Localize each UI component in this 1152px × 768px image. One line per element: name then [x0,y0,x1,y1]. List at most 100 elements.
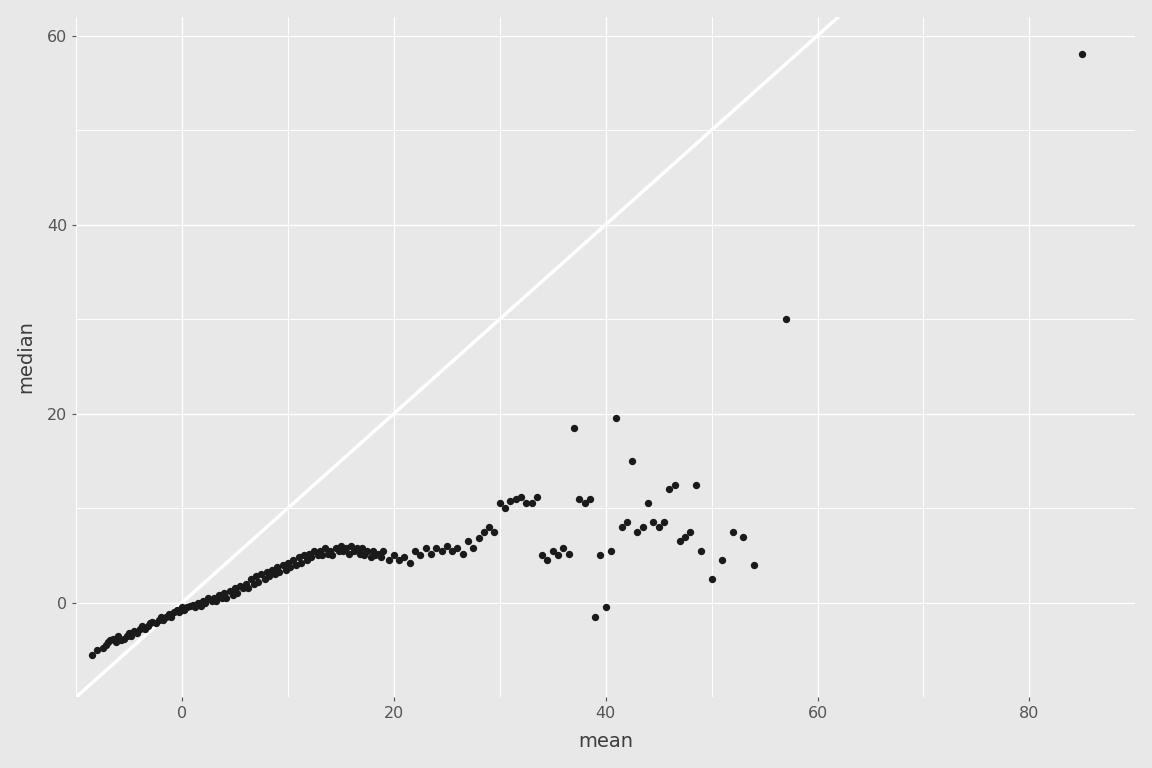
Point [362,551,380,564]
Point [295,549,313,561]
Point [581,492,599,505]
Point [179,601,197,614]
Point [464,541,483,554]
Point [220,585,238,598]
Point [249,576,267,588]
Point [271,566,289,578]
Point [247,570,265,582]
Point [316,541,334,554]
Point [374,545,393,557]
Point [226,582,244,594]
Point [107,636,126,648]
Point [745,559,764,571]
Point [263,564,281,576]
Point [203,594,221,607]
Point [438,540,456,552]
Point [723,525,742,538]
Point [232,580,250,592]
Point [136,623,154,635]
Point [469,532,487,545]
Point [213,592,232,604]
Point [291,557,310,569]
Point [623,455,642,467]
Point [422,548,440,560]
Point [416,541,434,554]
Point [181,599,199,611]
Point [379,554,397,566]
Point [639,498,658,510]
Point [297,554,316,566]
Point [491,498,509,510]
Point [334,545,353,557]
Point [169,606,188,618]
Point [210,589,228,601]
Point [192,599,211,611]
Point [613,521,631,533]
Point [311,545,329,557]
Point [401,557,419,569]
Point [372,551,391,564]
Point [287,559,305,571]
Point [475,525,493,538]
Point [139,621,158,633]
Point [329,545,348,557]
Point [365,549,384,561]
Point [348,541,366,554]
Point [152,611,170,623]
Point [258,566,276,578]
Point [162,611,181,623]
Point [266,568,285,581]
Point [143,615,161,627]
Point [480,521,499,533]
Point [575,498,593,510]
Point [189,597,207,609]
Point [146,617,165,630]
Point [564,422,583,434]
Point [591,549,609,561]
Point [196,597,214,609]
Point [160,608,179,621]
Point [126,625,144,637]
Point [259,570,278,582]
Point [607,412,626,425]
Point [141,617,159,630]
Point [495,502,514,515]
Point [692,545,711,557]
Point [242,573,260,585]
Point [454,548,472,560]
Point [256,573,274,585]
Point [289,551,308,564]
Point [88,644,106,656]
Point [560,548,578,560]
Point [100,634,119,647]
Point [238,582,257,594]
Point [411,549,430,561]
Point [167,604,185,617]
Point [319,548,338,560]
Point [273,559,291,571]
Point [321,545,340,557]
Point [109,630,128,642]
Point [670,535,689,548]
Point [332,540,350,552]
Point [389,554,408,566]
Point [544,545,562,557]
Point [218,592,236,604]
Point [776,313,795,326]
Point [215,587,234,599]
Point [183,598,202,611]
Point [522,498,540,510]
Point [199,592,218,604]
Point [703,573,721,585]
Point [130,623,149,635]
Point [300,548,318,560]
Point [324,549,342,561]
Point [236,578,255,590]
Point [153,614,172,626]
Point [501,495,520,507]
Point [312,549,331,561]
Point [205,592,223,604]
Point [350,548,369,560]
Point [713,554,732,566]
Point [734,531,752,543]
